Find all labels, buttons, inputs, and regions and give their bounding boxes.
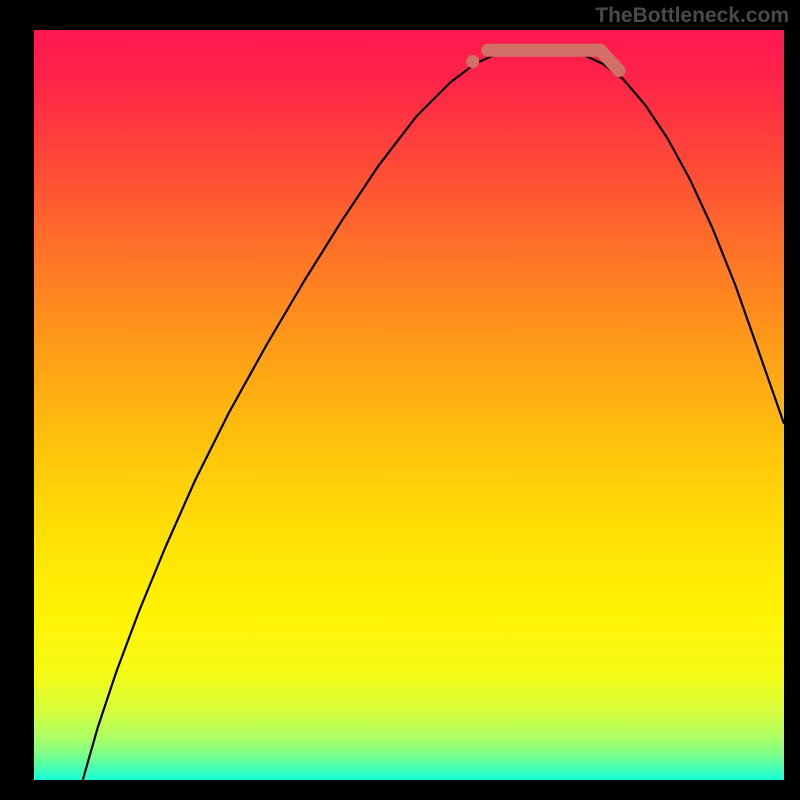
plot-area (34, 30, 784, 780)
attribution-label: TheBottleneck.com (595, 4, 789, 28)
optimal-range-start-dot (466, 55, 479, 68)
outer-frame: TheBottleneck.com (0, 0, 800, 800)
gradient-background (34, 30, 784, 780)
chart-svg (34, 30, 784, 780)
